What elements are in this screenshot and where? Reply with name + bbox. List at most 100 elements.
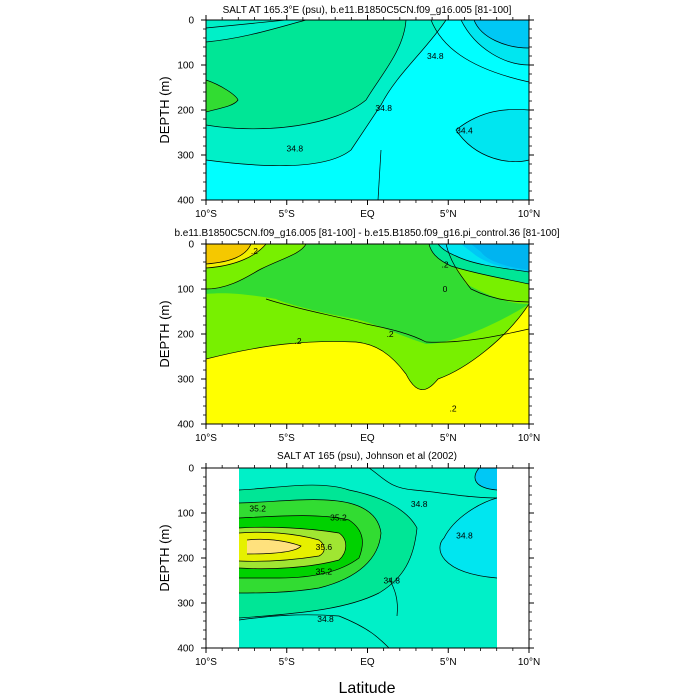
panel-2-title: b.e11.B1850C5CN.f09_g16.005 [81-100] - b… — [174, 228, 559, 239]
contour-label: 34.8 — [375, 103, 392, 113]
x-tick-label: 5°N — [440, 209, 457, 220]
contour-line — [239, 526, 347, 570]
x-tick-label: 5°S — [279, 209, 296, 220]
y-tick-label: 400 — [177, 196, 194, 207]
contour-line — [265, 298, 529, 343]
contour-label: 34.8 — [456, 531, 473, 541]
contour-line — [206, 20, 287, 29]
contour-line — [246, 538, 302, 555]
y-tick-label: 100 — [177, 61, 194, 72]
panel-2: b.e11.B1850C5CN.f09_g16.005 [81-100] - b… — [174, 228, 560, 425]
x-tick-label: 10°S — [195, 657, 217, 668]
field-fill — [206, 80, 238, 112]
contour-label: 34.8 — [317, 614, 334, 624]
field-fill — [247, 539, 301, 554]
panel-1-plot-area — [206, 20, 529, 200]
x-tick-label: 10°N — [518, 433, 540, 444]
contour-line — [206, 20, 407, 130]
y-tick-label: 100 — [177, 509, 194, 520]
x-tick-label: 5°N — [440, 433, 457, 444]
contour-line — [206, 20, 447, 167]
contour-line — [445, 244, 529, 303]
y-tick-label: 200 — [177, 106, 194, 117]
contour-line — [239, 614, 390, 648]
contour-line — [455, 109, 529, 163]
contour-label: 35.2 — [249, 504, 266, 514]
contour-line — [206, 79, 239, 113]
contour-line — [473, 20, 529, 49]
x-axis-label: Latitude — [339, 680, 396, 697]
y-tick-label: 200 — [177, 330, 194, 341]
y-axis-label: DEPTH (m) — [157, 524, 172, 591]
y-tick-label: 0 — [188, 16, 194, 27]
contour-label: 35.2 — [330, 513, 347, 523]
contour-line — [239, 484, 418, 619]
x-tick-label: 10°N — [518, 657, 540, 668]
panel-1-title: SALT AT 165.3°E (psu), b.e11.B1850C5CN.f… — [223, 5, 512, 16]
x-tick-label: 5°N — [440, 657, 457, 668]
y-tick-label: 300 — [177, 375, 194, 386]
y-axis-label: DEPTH (m) — [157, 300, 172, 367]
contour-line — [206, 303, 529, 390]
contour-line — [206, 20, 307, 43]
panel-3: SALT AT 165 (psu), Johnson et al (2002) — [205, 451, 530, 649]
panel-2-plot-area — [206, 244, 529, 424]
y-tick-label: 200 — [177, 554, 194, 565]
field-fill — [474, 20, 529, 48]
contour-label: 35.6 — [316, 542, 333, 552]
contour-line — [206, 244, 252, 265]
contour-label: 34.4 — [456, 125, 473, 135]
contour-label: 0 — [443, 284, 448, 294]
contour-label: 34.8 — [411, 499, 428, 509]
contour-line — [206, 244, 307, 290]
panel-3-plot-area — [239, 468, 497, 648]
axes-layer: 10°S 5°S EQ 5°N 10°N 0 100 200 300 400 DEPTH (m) 34… — [157, 15, 540, 668]
y-tick-label: 100 — [177, 285, 194, 296]
x-tick-label: 5°S — [279, 433, 296, 444]
contour-line — [460, 20, 529, 66]
contour-line — [474, 468, 497, 491]
contour-label: .2 — [251, 246, 258, 256]
contour-label: .2 — [387, 329, 394, 339]
x-tick-label: 5°S — [279, 657, 296, 668]
contour-line — [239, 531, 325, 562]
y-tick-label: 300 — [177, 151, 194, 162]
contour-line — [206, 244, 267, 269]
contour-label: .2 — [441, 259, 448, 269]
contour-label: 34.8 — [427, 51, 444, 61]
field-fill — [206, 244, 529, 344]
contour-line — [428, 244, 529, 285]
contour-label: 34.8 — [383, 576, 400, 586]
panel-1: SALT AT 165.3°E (psu), b.e11.B1850C5CN.f… — [205, 5, 530, 201]
field-fill — [474, 468, 497, 490]
contour-line — [430, 20, 529, 83]
panel-3-title: SALT AT 165 (psu), Johnson et al (2002) — [277, 451, 457, 462]
contour-line — [388, 577, 398, 617]
field-fill — [439, 498, 497, 578]
y-tick-label: 0 — [188, 464, 194, 475]
contour-line — [368, 468, 497, 499]
x-tick-label: EQ — [360, 657, 375, 668]
field-fill — [471, 244, 529, 270]
contour-line — [439, 497, 497, 579]
y-tick-label: 0 — [188, 240, 194, 251]
contour-line — [437, 244, 529, 273]
contour-label: 34.8 — [287, 143, 304, 153]
y-axis-label: DEPTH (m) — [157, 76, 172, 143]
contour-label: 35.2 — [316, 567, 333, 577]
x-tick-label: EQ — [360, 433, 375, 444]
contour-line — [377, 149, 382, 200]
contour-label: .2 — [450, 403, 457, 413]
x-tick-label: 10°S — [195, 209, 217, 220]
contour-line — [239, 499, 382, 594]
y-tick-label: 400 — [177, 644, 194, 655]
y-tick-label: 300 — [177, 599, 194, 610]
field-fill — [206, 244, 251, 264]
contour-label: .2 — [295, 336, 302, 346]
x-tick-label: EQ — [360, 209, 375, 220]
contour-line — [239, 515, 363, 579]
x-tick-label: 10°N — [518, 209, 540, 220]
y-tick-label: 400 — [177, 420, 194, 431]
field-fill — [206, 244, 266, 268]
